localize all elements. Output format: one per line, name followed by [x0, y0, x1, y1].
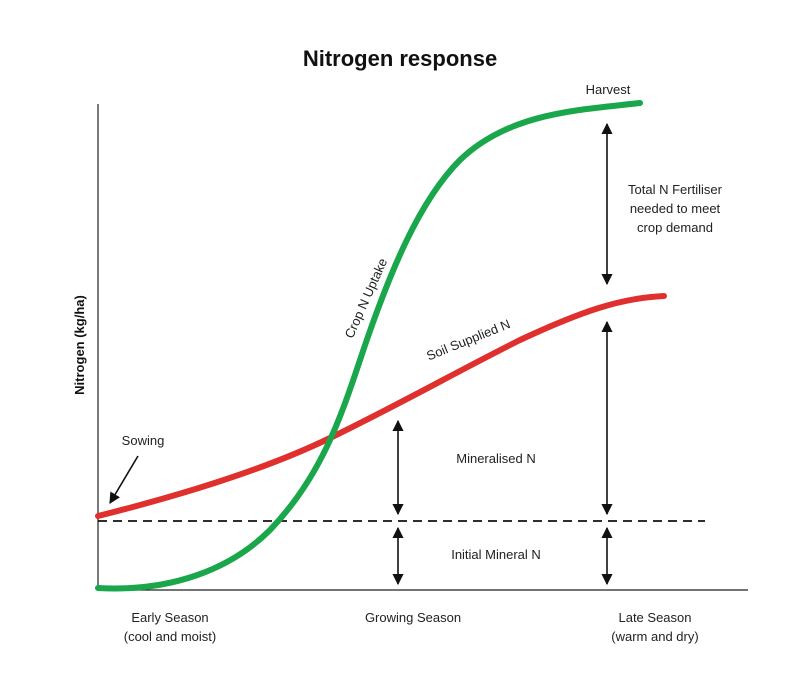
y-axis-label: Nitrogen (kg/ha) — [72, 295, 87, 395]
growing-season-label: Growing Season — [365, 610, 461, 625]
soil-supplied-n-curve — [95, 293, 667, 519]
late-season-label: Late Season — [618, 610, 691, 625]
diagram-title: Nitrogen response — [303, 46, 497, 71]
soil-supplied-n-label: Soil Supplied N — [424, 316, 512, 363]
harvest-label: Harvest — [586, 82, 631, 97]
sowing-arrow — [109, 455, 139, 504]
mineralised-n-label: Mineralised N — [456, 451, 535, 466]
early-season-label: Early Season — [131, 610, 208, 625]
late-season-sublabel: (warm and dry) — [611, 629, 698, 644]
early-season-sublabel: (cool and moist) — [124, 629, 216, 644]
initial-mineral-n-label: Initial Mineral N — [451, 547, 541, 562]
crop-n-uptake-curve — [95, 100, 643, 592]
total-fertiliser-label-line1: Total N Fertiliser — [628, 182, 723, 197]
sowing-label: Sowing — [122, 433, 165, 448]
total-fertiliser-label-line3: crop demand — [637, 220, 713, 235]
total-fertiliser-label-line2: needed to meet — [630, 201, 721, 216]
